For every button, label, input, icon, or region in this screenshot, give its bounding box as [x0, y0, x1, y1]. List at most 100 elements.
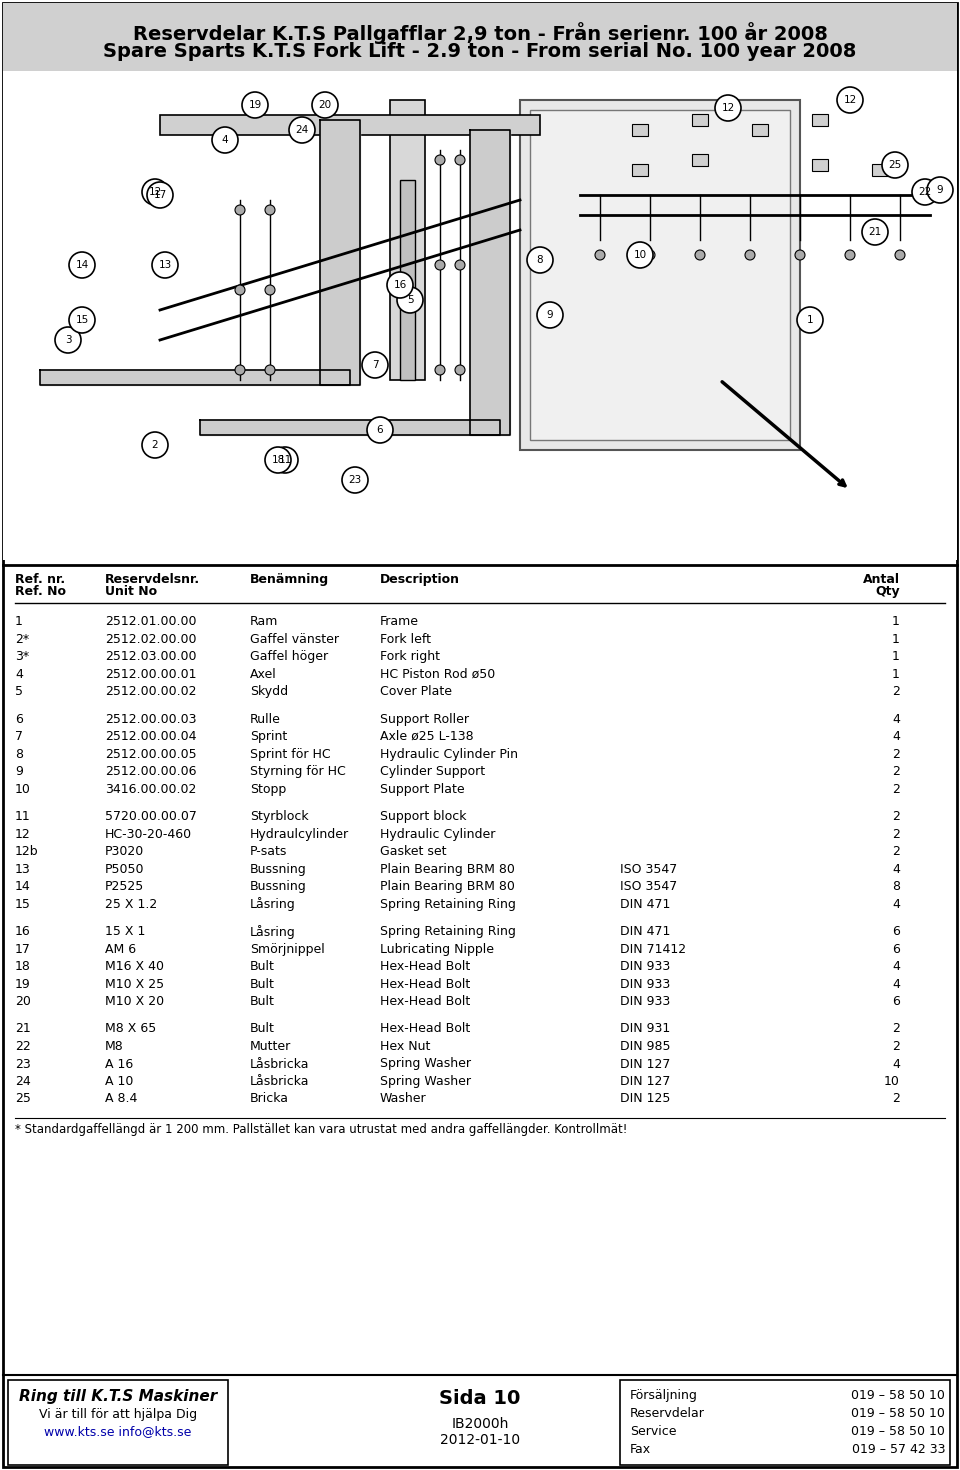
Polygon shape — [40, 370, 350, 385]
Text: DIN 933: DIN 933 — [620, 978, 670, 991]
Text: Sprint: Sprint — [250, 731, 287, 742]
Text: 20: 20 — [319, 100, 331, 110]
Text: 11: 11 — [15, 810, 31, 823]
Text: Gaffel höger: Gaffel höger — [250, 650, 328, 663]
Text: 2: 2 — [892, 782, 900, 795]
Text: DIN 933: DIN 933 — [620, 960, 670, 973]
Circle shape — [795, 250, 805, 260]
Text: 7: 7 — [372, 360, 378, 370]
Text: ISO 3547: ISO 3547 — [620, 863, 677, 876]
Text: 1: 1 — [15, 614, 23, 628]
Text: 16: 16 — [394, 279, 407, 290]
Polygon shape — [470, 129, 510, 435]
Text: Support Plate: Support Plate — [380, 782, 465, 795]
Text: DIN 985: DIN 985 — [620, 1039, 670, 1053]
Bar — [160, 115, 540, 135]
Text: DIN 127: DIN 127 — [620, 1057, 670, 1070]
Text: HC Piston Rod ø50: HC Piston Rod ø50 — [380, 667, 495, 681]
Text: Rulle: Rulle — [250, 713, 281, 726]
Polygon shape — [200, 420, 500, 435]
Text: 2512.00.00.06: 2512.00.00.06 — [105, 764, 197, 778]
Text: 25 X 1.2: 25 X 1.2 — [105, 898, 157, 910]
Text: Bricka: Bricka — [250, 1092, 289, 1105]
Circle shape — [312, 93, 338, 118]
Circle shape — [142, 179, 168, 204]
Circle shape — [265, 285, 275, 295]
Bar — [3, 71, 957, 560]
Circle shape — [235, 365, 245, 375]
Text: Bussning: Bussning — [250, 863, 307, 876]
Text: 9: 9 — [546, 310, 553, 320]
Circle shape — [435, 154, 445, 165]
Text: Bult: Bult — [250, 1023, 275, 1035]
Text: Sprint för HC: Sprint för HC — [250, 748, 330, 760]
Text: 6: 6 — [892, 942, 900, 956]
Text: Cylinder Support: Cylinder Support — [380, 764, 485, 778]
Text: Hydraulic Cylinder Pin: Hydraulic Cylinder Pin — [380, 748, 518, 760]
Circle shape — [435, 260, 445, 270]
Text: Styrning för HC: Styrning för HC — [250, 764, 346, 778]
Text: Försäljning: Försäljning — [630, 1389, 698, 1402]
Text: Plain Bearing BRM 80: Plain Bearing BRM 80 — [380, 881, 515, 892]
Text: Smörjnippel: Smörjnippel — [250, 942, 324, 956]
Circle shape — [455, 365, 465, 375]
Text: 019 – 58 50 10: 019 – 58 50 10 — [852, 1389, 945, 1402]
Text: Hydraulic Cylinder: Hydraulic Cylinder — [380, 828, 495, 841]
Circle shape — [435, 365, 445, 375]
Text: 2512.01.00.00: 2512.01.00.00 — [105, 614, 197, 628]
Text: 4: 4 — [892, 960, 900, 973]
Circle shape — [152, 251, 178, 278]
Text: Låsring: Låsring — [250, 898, 296, 911]
Text: Frame: Frame — [380, 614, 419, 628]
Text: 4: 4 — [15, 667, 23, 681]
Text: 4: 4 — [892, 898, 900, 910]
Text: 25: 25 — [888, 160, 901, 171]
Text: 019 – 58 50 10: 019 – 58 50 10 — [852, 1407, 945, 1420]
Text: 10: 10 — [15, 782, 31, 795]
Text: Reservdelar: Reservdelar — [630, 1407, 705, 1420]
Circle shape — [265, 204, 275, 215]
Text: 12: 12 — [844, 96, 856, 104]
Bar — [390, 100, 425, 381]
Text: 019 – 58 50 10: 019 – 58 50 10 — [852, 1424, 945, 1438]
Circle shape — [595, 250, 605, 260]
Text: 17: 17 — [154, 190, 167, 200]
Text: Benämning: Benämning — [250, 573, 329, 587]
Text: DIN 71412: DIN 71412 — [620, 942, 686, 956]
Text: Styrblock: Styrblock — [250, 810, 308, 823]
Text: Hydraulcylinder: Hydraulcylinder — [250, 828, 349, 841]
Circle shape — [397, 287, 423, 313]
Text: Låsring: Låsring — [250, 925, 296, 939]
Text: 4: 4 — [892, 731, 900, 742]
Text: 22: 22 — [15, 1039, 31, 1053]
Text: Spring Retaining Ring: Spring Retaining Ring — [380, 898, 516, 910]
Bar — [530, 110, 790, 440]
Text: 19: 19 — [15, 978, 31, 991]
Circle shape — [367, 417, 393, 442]
Text: Bult: Bult — [250, 995, 275, 1008]
Bar — [692, 115, 708, 126]
Circle shape — [627, 243, 653, 268]
Text: 1: 1 — [892, 667, 900, 681]
Bar — [872, 165, 888, 176]
Text: HC-30-20-460: HC-30-20-460 — [105, 828, 192, 841]
Text: 2: 2 — [892, 748, 900, 760]
Text: Hex-Head Bolt: Hex-Head Bolt — [380, 995, 470, 1008]
Text: DIN 125: DIN 125 — [620, 1092, 670, 1105]
Circle shape — [645, 250, 655, 260]
Circle shape — [242, 93, 268, 118]
Text: 2: 2 — [892, 1023, 900, 1035]
Circle shape — [455, 154, 465, 165]
Text: Vi är till för att hjälpa Dig: Vi är till för att hjälpa Dig — [39, 1408, 197, 1421]
Text: Unit No: Unit No — [105, 585, 157, 598]
Text: 17: 17 — [15, 942, 31, 956]
Text: 13: 13 — [15, 863, 31, 876]
Text: Qty: Qty — [876, 585, 900, 598]
Text: 14: 14 — [15, 881, 31, 892]
Text: Cover Plate: Cover Plate — [380, 685, 452, 698]
Text: 2: 2 — [892, 1092, 900, 1105]
Circle shape — [69, 307, 95, 334]
Text: 20: 20 — [15, 995, 31, 1008]
Text: P5050: P5050 — [105, 863, 145, 876]
Text: 3: 3 — [64, 335, 71, 345]
